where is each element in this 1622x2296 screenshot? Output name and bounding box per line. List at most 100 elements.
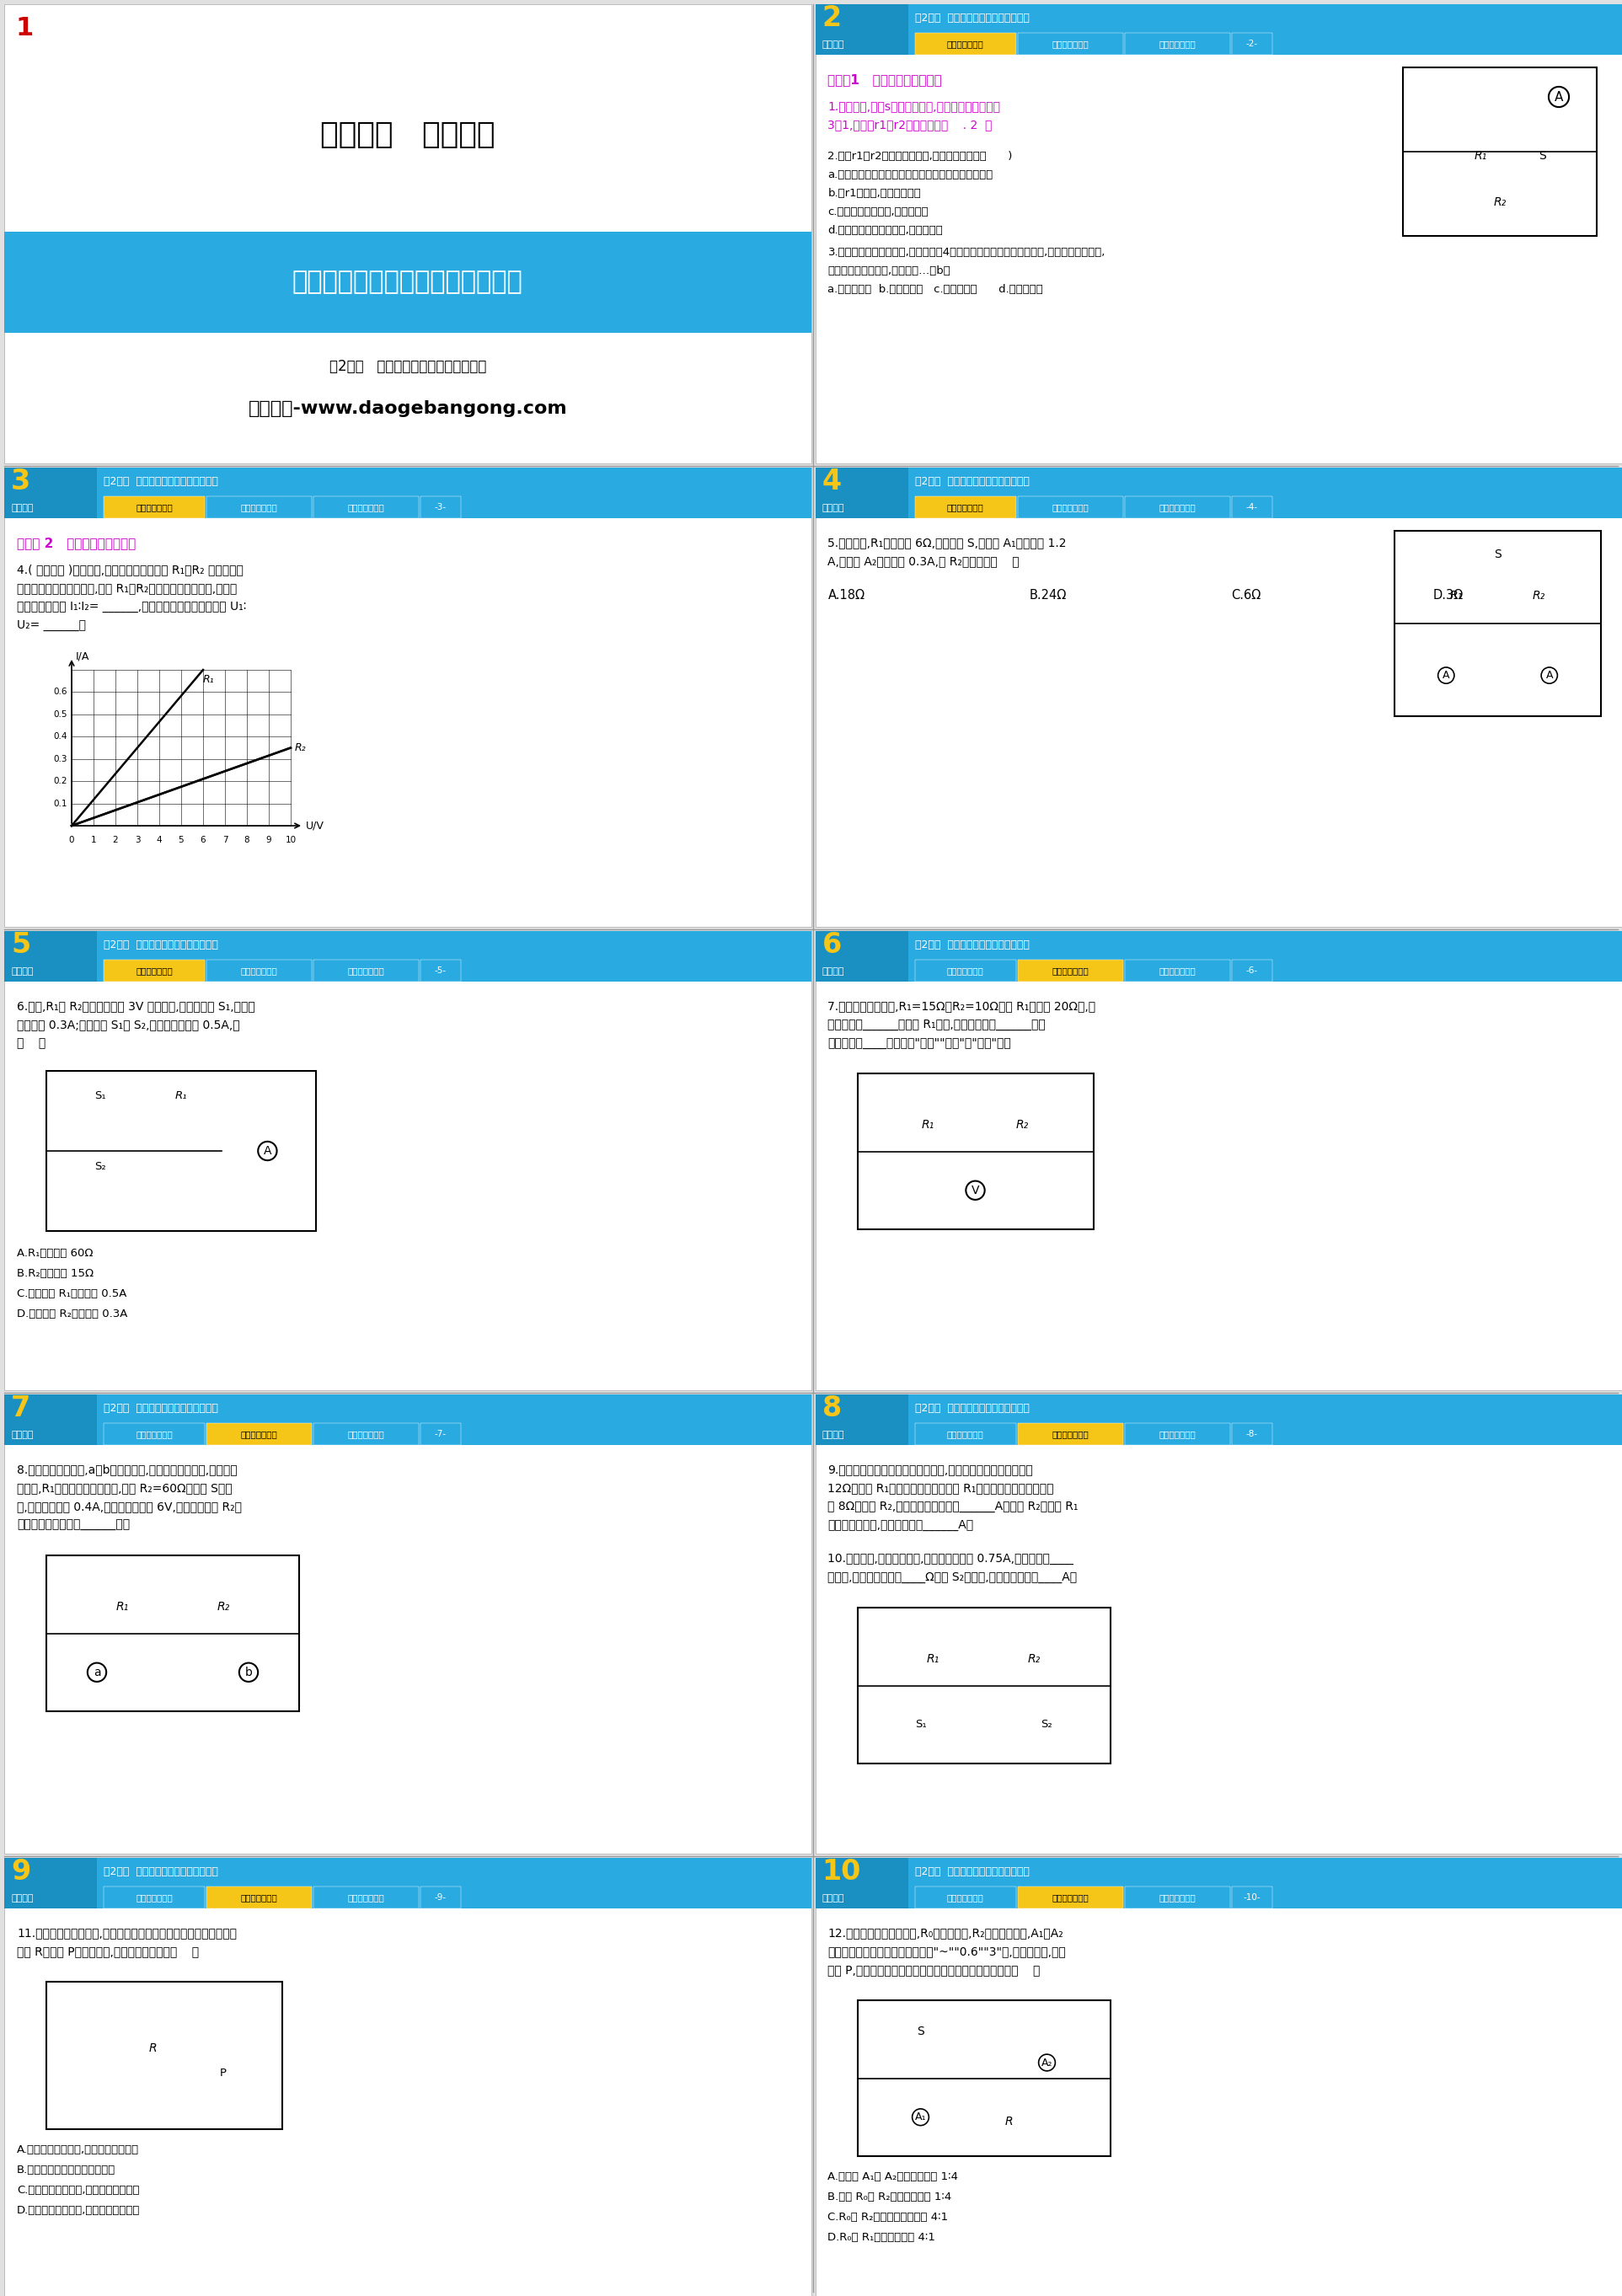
Text: 拓展探究突破练: 拓展探究突破练 (1158, 967, 1195, 976)
Text: U₂= ______。: U₂= ______。 (16, 620, 86, 631)
Text: D.R₀与 R₁的阻值之比为 4∶1: D.R₀与 R₁的阻值之比为 4∶1 (827, 2232, 936, 2243)
Text: 0.6: 0.6 (54, 689, 68, 696)
Text: b.当r1变大时,总电阻也变大: b.当r1变大时,总电阻也变大 (827, 188, 921, 200)
Bar (47, 1070, 316, 1231)
Text: 知识要点基础练: 知识要点基础练 (136, 503, 172, 512)
Text: 1.如图所示,开关s闭合和断开时,电流表的示数之比是: 1.如图所示,开关s闭合和断开时,电流表的示数之比是 (827, 101, 1001, 113)
Text: 综合能力提升练: 综合能力提升练 (240, 1430, 277, 1437)
Bar (816, 1857, 1622, 2296)
Bar (47, 1554, 298, 1711)
Text: A: A (263, 1146, 271, 1157)
Text: 0.3: 0.3 (54, 755, 68, 762)
Text: A₁: A₁ (915, 2112, 926, 2122)
Text: S: S (916, 2025, 925, 2037)
Text: c.当电源电压变大时,总电阻不变: c.当电源电压变大时,总电阻不变 (827, 207, 929, 218)
Text: 联电路,电路的总电阻是____Ω。当 S₂断开时,电流表的示数是____A。: 联电路,电路的总电阻是____Ω。当 S₂断开时,电流表的示数是____A。 (827, 1570, 1077, 1584)
Bar (313, 1887, 418, 1908)
Text: 电压表,R₁两者并联的定值电阻,其中 R₂=60Ω，开关 S闭合: 电压表,R₁两者并联的定值电阻,其中 R₂=60Ω，开关 S闭合 (16, 1483, 232, 1495)
Text: 12Ω的电阻 R₁进行工作。如果在电阻 R₁两端再联接一个阻值固定: 12Ω的电阻 R₁进行工作。如果在电阻 R₁两端再联接一个阻值固定 (827, 1483, 1054, 1495)
Text: 第十七章   欧姆定律: 第十七章 欧姆定律 (320, 119, 495, 149)
Text: 压表的示数______；若将 R₁拆除,电压表的示数______，电: 压表的示数______；若将 R₁拆除,电压表的示数______，电 (827, 1019, 1046, 1031)
Bar (5, 1857, 811, 2296)
Bar (858, 1075, 1093, 1228)
Bar (1403, 67, 1596, 236)
Text: 2: 2 (822, 5, 842, 32)
Text: D.3Ω: D.3Ω (1432, 590, 1463, 602)
Text: 4: 4 (156, 836, 162, 845)
Bar (1017, 960, 1122, 983)
Text: a.并联电路的总电阻等于各并联导体的电阻的倒数之和: a.并联电路的总电阻等于各并联导体的电阻的倒数之和 (827, 170, 993, 181)
Text: 6: 6 (200, 836, 206, 845)
Text: -9-: -9- (435, 1894, 446, 1901)
Bar (104, 1424, 204, 1444)
Text: R₂: R₂ (217, 1600, 230, 1612)
Bar (5, 1857, 97, 1908)
Text: 3: 3 (135, 836, 139, 845)
Text: 拓展探究突破练: 拓展探究突破练 (347, 1894, 384, 1901)
Text: C.6Ω: C.6Ω (1231, 590, 1260, 602)
Bar (816, 1394, 908, 1444)
Bar (816, 1394, 1622, 1444)
Bar (206, 1887, 311, 1908)
Bar (816, 468, 908, 519)
Bar (915, 960, 1015, 983)
Text: 第十七章: 第十七章 (822, 967, 845, 976)
Bar (313, 1424, 418, 1444)
Text: R: R (1006, 2117, 1014, 2128)
Text: R₁: R₁ (921, 1118, 934, 1130)
Text: A.R₁的阻值为 60Ω: A.R₁的阻值为 60Ω (16, 1247, 92, 1258)
Bar (5, 1394, 811, 1444)
Bar (816, 1857, 908, 1908)
Bar (5, 932, 811, 983)
Text: 8: 8 (243, 836, 250, 845)
Text: 7: 7 (11, 1394, 31, 1424)
Text: 3：1,则电阻r1和r2的阻值之比是    . 2  。: 3：1,则电阻r1和r2的阻值之比是 . 2 。 (827, 119, 993, 131)
Bar (5, 468, 811, 519)
Text: 0.1: 0.1 (54, 799, 68, 808)
Text: 1: 1 (91, 836, 96, 845)
Text: 第十七章: 第十七章 (822, 503, 845, 512)
Text: 第2课时  欧姆定律在并联电路中的应用: 第2课时 欧姆定律在并联电路中的应用 (915, 1867, 1028, 1878)
Text: C.此时通过 R₁的电流是 0.5A: C.此时通过 R₁的电流是 0.5A (16, 1288, 127, 1300)
Text: U/V: U/V (307, 820, 324, 831)
Text: 拓展探究突破练: 拓展探究突破练 (347, 503, 384, 512)
Text: 2: 2 (112, 836, 118, 845)
Bar (313, 960, 418, 983)
Bar (816, 468, 1622, 928)
Text: d.当干路中的电流变化时,总电阻不变: d.当干路中的电流变化时,总电阻不变 (827, 225, 942, 236)
Text: B.通过 R₀与 R₂的电流之比为 1∶4: B.通过 R₀与 R₂的电流之比为 1∶4 (827, 2190, 952, 2202)
Text: 拓展探究突破练: 拓展探究突破练 (1158, 1430, 1195, 1437)
Text: 3.教室里装有四组日光灯,每一组包含4盏灯。小薇将日光灯打开了一组,觉得教室亮度不够,: 3.教室里装有四组日光灯,每一组包含4盏灯。小薇将日光灯打开了一组,觉得教室亮度… (827, 248, 1105, 257)
Text: R₁: R₁ (1450, 590, 1463, 602)
Bar (1231, 1424, 1272, 1444)
Text: 第十七章: 第十七章 (11, 1430, 34, 1440)
Text: 7.如图所示的电路中,R₁=15Ω，R₂=10Ω，当 R₁增大到 20Ω时,电: 7.如图所示的电路中,R₁=15Ω，R₂=10Ω，当 R₁增大到 20Ω时,电 (827, 1001, 1096, 1013)
Text: 综合能力提升练: 综合能力提升练 (240, 967, 277, 976)
Text: 9.（南充中考）一个电压恒定的电源,在其两旁只一只阻值固定为: 9.（南充中考）一个电压恒定的电源,在其两旁只一只阻值固定为 (827, 1463, 1033, 1476)
Bar (5, 1857, 811, 1908)
Bar (1124, 1424, 1229, 1444)
Text: 第2课时  欧姆定律在并联电路中的应用: 第2课时 欧姆定律在并联电路中的应用 (915, 475, 1028, 487)
Bar (816, 932, 1622, 1391)
Bar (1124, 496, 1229, 519)
Text: S: S (1494, 549, 1502, 560)
Text: C.电流表的示数减小,电压表的示数不变: C.电流表的示数减小,电压表的示数不变 (16, 2186, 139, 2195)
Text: 第2课时  欧姆定律在并联电路中的应用: 第2课时 欧姆定律在并联电路中的应用 (915, 1403, 1028, 1414)
Text: R₂: R₂ (1028, 1653, 1041, 1665)
Text: 7: 7 (222, 836, 227, 845)
Text: 欧姆定律在串、并联电路中的应用: 欧姆定律在串、并联电路中的应用 (292, 271, 522, 294)
Text: S₁: S₁ (94, 1091, 105, 1102)
Bar (1017, 496, 1122, 519)
Text: 1: 1 (16, 16, 34, 41)
Text: 拓展探究突破练: 拓展探究突破练 (347, 1430, 384, 1437)
Text: 第2课时   欧姆定律在并联电路中的应用: 第2课时 欧姆定律在并联电路中的应用 (329, 358, 487, 374)
Text: b: b (245, 1667, 253, 1678)
Text: -2-: -2- (1246, 39, 1257, 48)
Bar (915, 496, 1015, 519)
Text: S₂: S₂ (94, 1162, 105, 1173)
Bar (816, 932, 1622, 983)
Bar (915, 1424, 1015, 1444)
Text: B.电流表和电压表的示数都减小: B.电流表和电压表的示数都减小 (16, 2165, 115, 2177)
Bar (1017, 1424, 1122, 1444)
Text: 4.( 青海中考 )如图所示,是通过两个定值电阻 R₁、R₂ 的电流和电: 4.( 青海中考 )如图所示,是通过两个定值电阻 R₁、R₂ 的电流和电 (16, 565, 243, 576)
